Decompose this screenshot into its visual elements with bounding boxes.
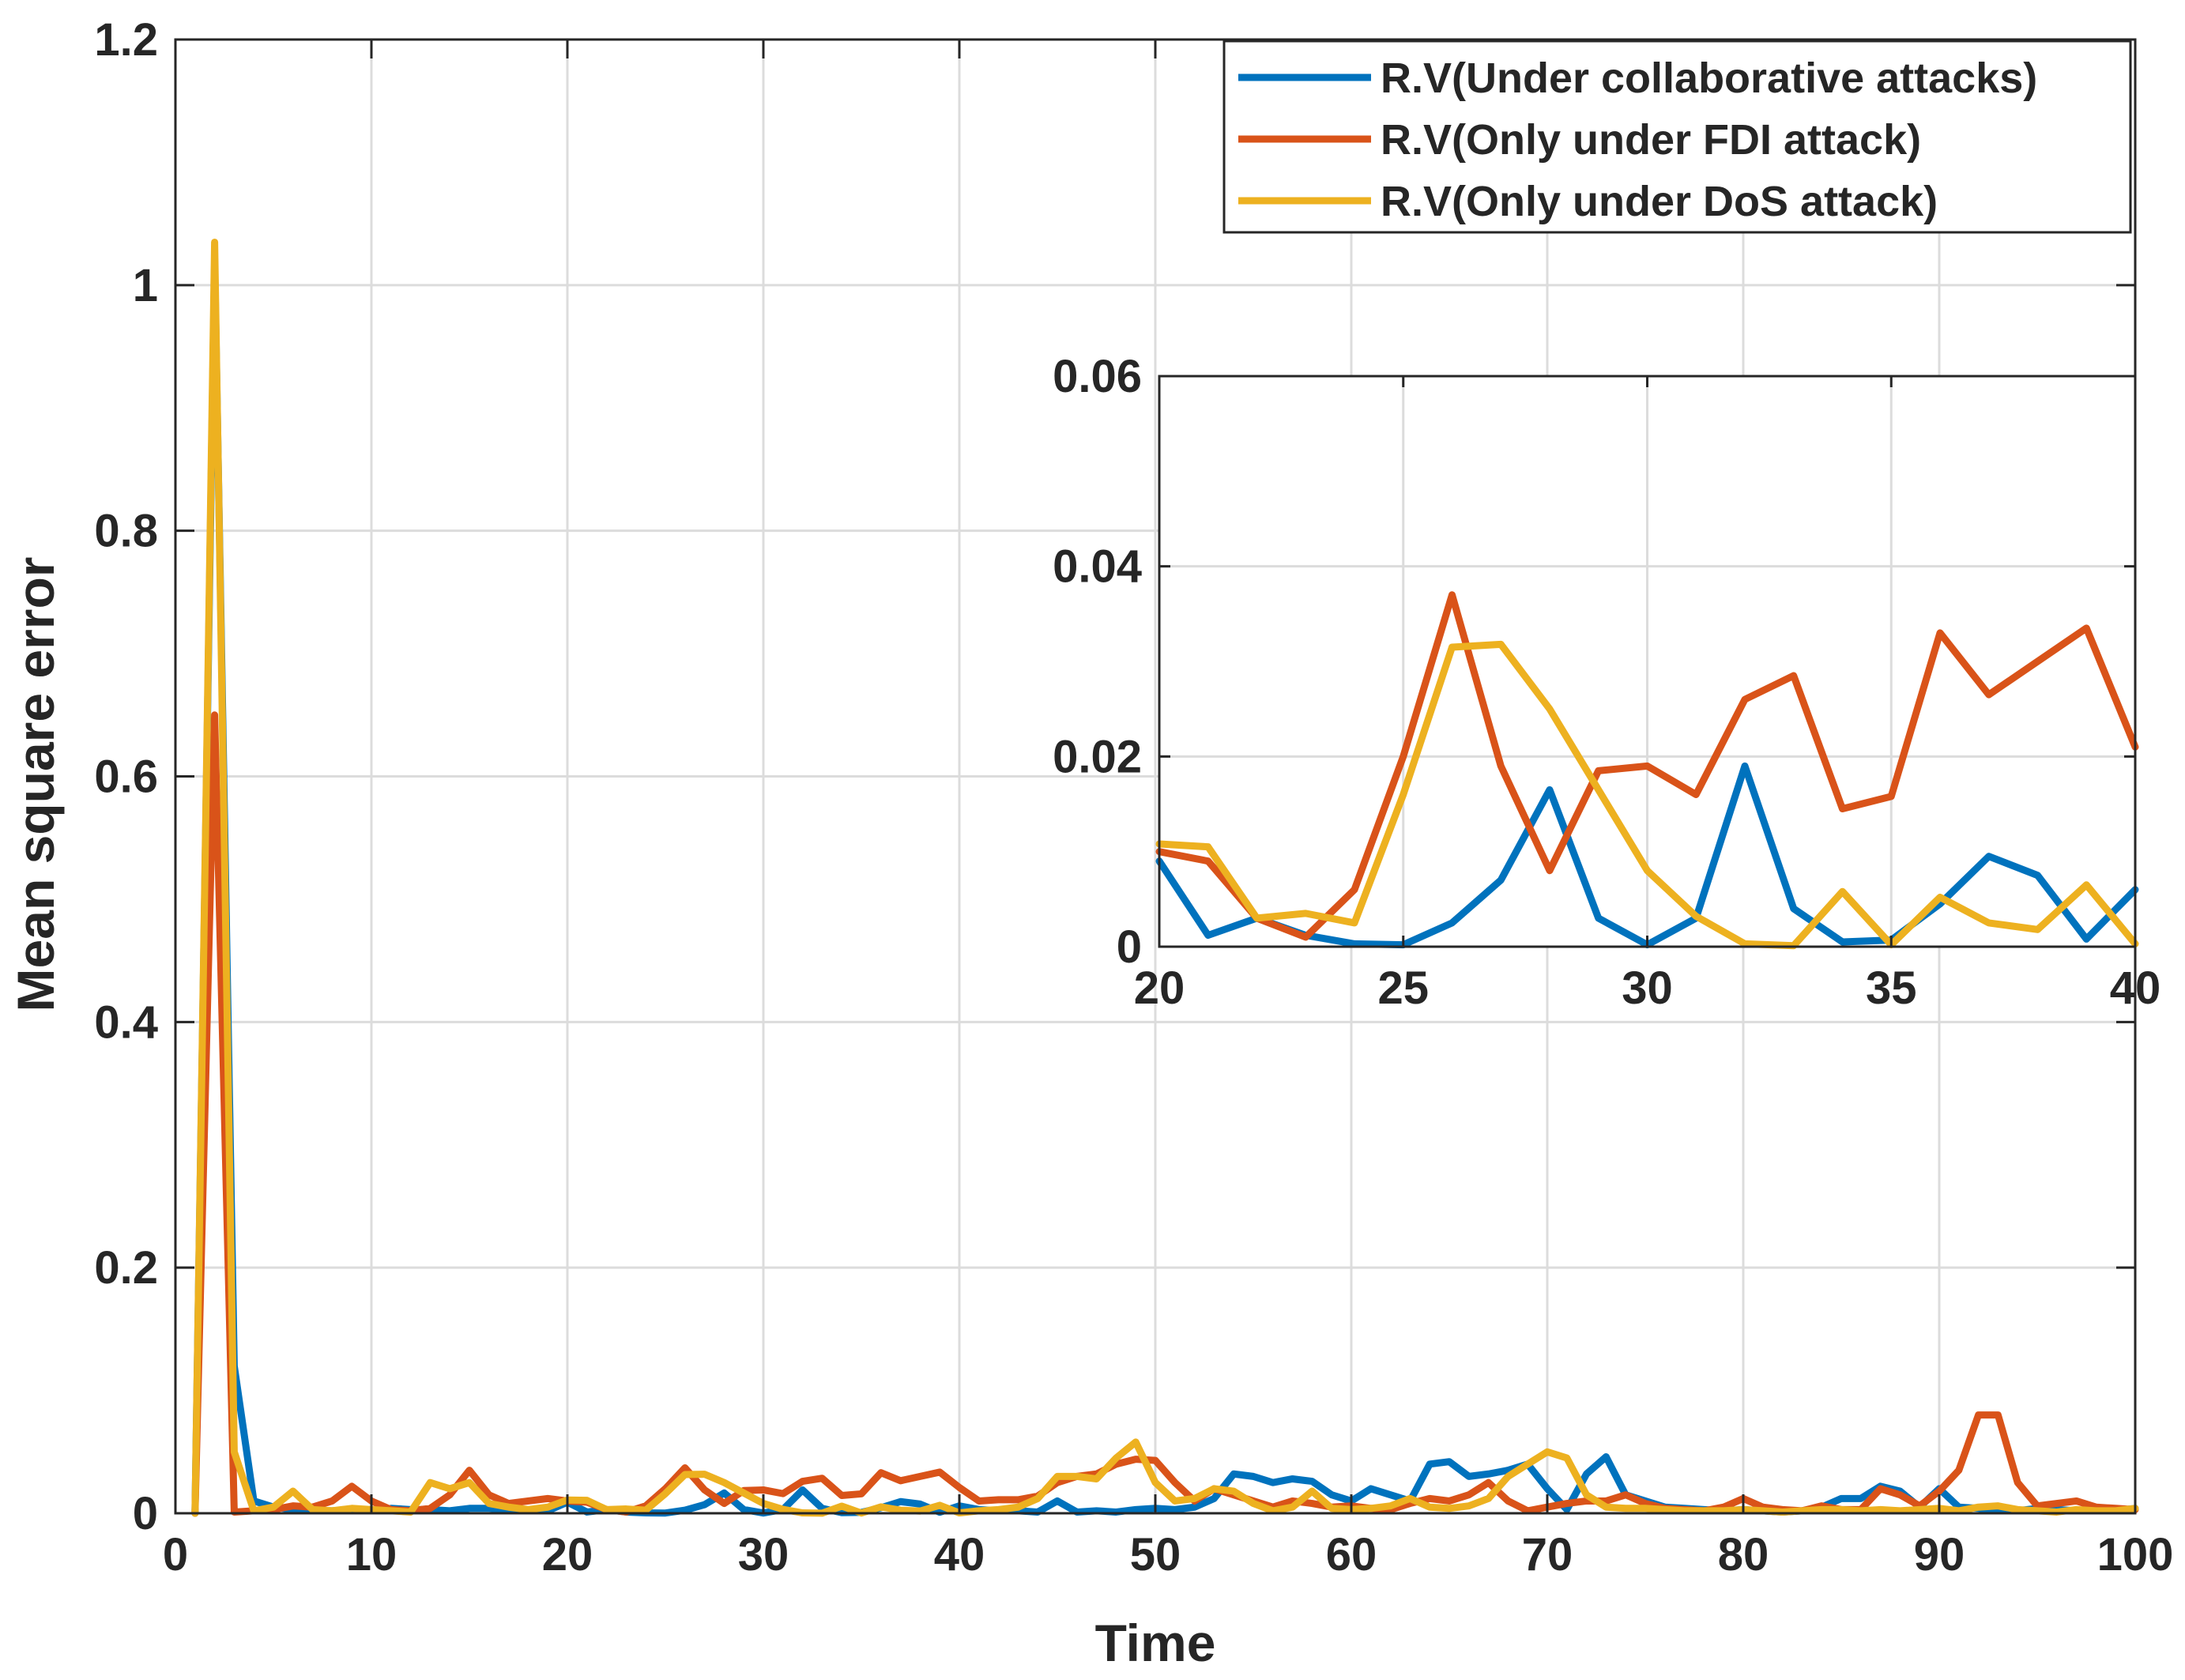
- main-xtick-label: 90: [1914, 1529, 1965, 1580]
- inset-xtick-label: 25: [1377, 962, 1429, 1014]
- main-xtick-label: 40: [934, 1529, 985, 1580]
- legend-label-2: R.V(Only under FDI attack): [1381, 116, 1921, 164]
- main-xtick-label: 80: [1718, 1529, 1769, 1580]
- legend-label-3: R.V(Only under DoS attack): [1381, 178, 1938, 225]
- main-ytick-label: 1: [133, 260, 158, 311]
- inset-xtick-label: 30: [1622, 962, 1673, 1014]
- main-ytick-label: 0: [133, 1488, 158, 1539]
- main-xtick-label: 30: [738, 1529, 789, 1580]
- main-ytick-label: 0.4: [94, 996, 158, 1048]
- main-ytick-label: 0.8: [94, 506, 158, 557]
- main-xtick-label: 100: [2097, 1529, 2174, 1580]
- main-y-axis-title: Mean square error: [6, 557, 65, 1012]
- inset-series-line-3: [1155, 640, 2139, 950]
- main-xtick-label: 60: [1326, 1529, 1377, 1580]
- inset-xtick-label: 20: [1134, 962, 1185, 1014]
- main-xtick-label: 20: [542, 1529, 593, 1580]
- main-ytick-label: 0.6: [94, 751, 158, 803]
- inset-series-line-2: [1155, 591, 2139, 941]
- legend-label-1: R.V(Under collaborative attacks): [1381, 55, 2037, 102]
- legend-box: [1222, 40, 2132, 234]
- main-xtick-label: 50: [1130, 1529, 1181, 1580]
- main-ytick-label: 0.2: [94, 1242, 158, 1294]
- inset-ytick-label: 0.06: [1053, 351, 1142, 402]
- main-xtick-label: 0: [163, 1529, 188, 1580]
- main-ytick-label: 1.2: [94, 14, 158, 66]
- inset-ytick-label: 0.02: [1053, 731, 1142, 782]
- inset-xtick-label: 40: [2110, 962, 2161, 1014]
- main-x-axis-title: Time: [1095, 1614, 1216, 1672]
- inset-xtick-label: 35: [1866, 962, 1917, 1014]
- main-xtick-label: 10: [346, 1529, 397, 1580]
- inset-ytick-label: 0: [1117, 921, 1142, 973]
- main-series-line-3: [191, 238, 2139, 1517]
- inset-ytick-label: 0.04: [1053, 541, 1142, 593]
- main-xtick-label: 70: [1522, 1529, 1573, 1580]
